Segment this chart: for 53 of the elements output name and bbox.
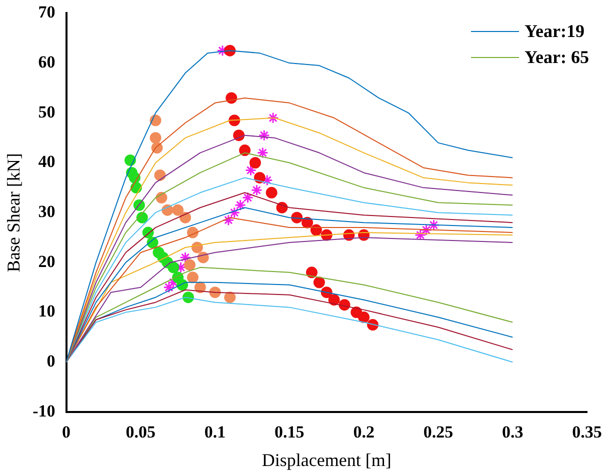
legend-label: Year: 65: [524, 46, 589, 68]
x-tick-label: 0.3: [502, 422, 524, 442]
point: [256, 147, 268, 159]
point: [254, 172, 266, 184]
point: [358, 312, 370, 324]
y-tick-label: 30: [38, 202, 56, 221]
point: [150, 114, 162, 126]
x-tick-label: 0.35: [572, 422, 602, 442]
point: [313, 276, 325, 288]
x-tick-label: 0.25: [423, 422, 454, 442]
x-axis-title: Displacement [m]: [262, 450, 392, 470]
y-tick-label: -10: [32, 401, 56, 420]
point: [224, 292, 236, 304]
x-tick-label: 0.15: [274, 422, 304, 442]
x-tick-label: 0.1: [204, 422, 226, 442]
point: [258, 130, 270, 142]
point: [150, 132, 162, 144]
point: [180, 212, 192, 224]
point: [180, 252, 192, 264]
point: [228, 206, 240, 218]
point: [168, 262, 180, 274]
y-tick-label: 60: [38, 52, 56, 72]
point: [328, 294, 340, 306]
point: [414, 229, 426, 241]
y-tick-label: 50: [38, 102, 56, 122]
point: [124, 154, 136, 166]
point: [172, 204, 184, 216]
y-tick-label: 0: [46, 352, 56, 371]
y-tick-label: 40: [38, 152, 56, 172]
point: [245, 164, 256, 176]
point: [234, 199, 246, 211]
y-axis-title: Base Shear [kN]: [4, 153, 24, 272]
point: [163, 282, 175, 294]
point: [154, 169, 166, 181]
point: [267, 112, 279, 124]
point: [266, 186, 278, 198]
point: [186, 272, 198, 284]
y-tick-label: 70: [38, 2, 56, 22]
legend-label: Year:19: [524, 20, 584, 42]
point: [250, 184, 262, 196]
y-tick-label: 20: [38, 252, 56, 271]
point: [428, 219, 440, 231]
point: [239, 144, 251, 156]
point: [242, 192, 254, 204]
point: [420, 224, 432, 236]
x-tick-label: 0.05: [126, 422, 156, 442]
point: [184, 259, 196, 271]
x-tick-label: 0.2: [353, 422, 374, 442]
point: [249, 157, 261, 168]
x-tick-label: 0: [62, 422, 71, 442]
point: [222, 214, 234, 226]
y-tick-label: 10: [38, 302, 56, 321]
point: [306, 266, 318, 278]
